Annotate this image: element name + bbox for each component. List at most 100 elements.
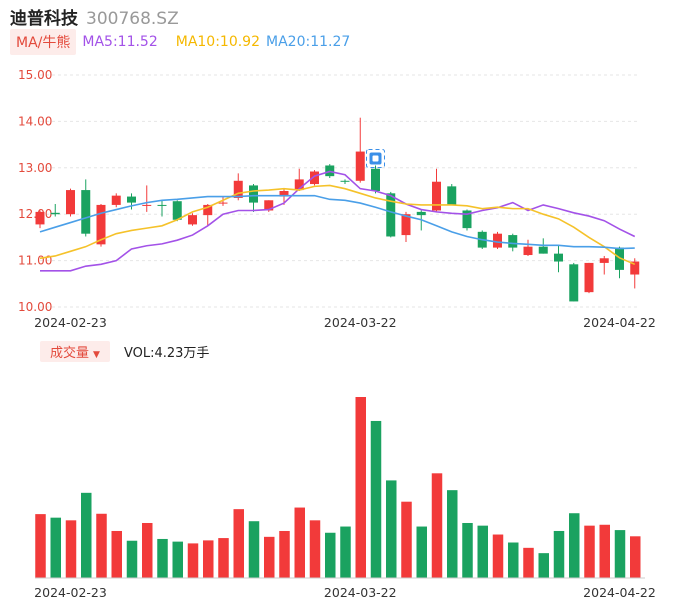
candle-body <box>508 235 518 248</box>
x-tick-label: 2024-02-23 <box>34 315 107 330</box>
volume-bar <box>218 538 229 578</box>
volume-bar <box>370 420 382 578</box>
volume-bar <box>294 507 305 578</box>
candle-body <box>538 246 548 254</box>
y-tick-label: 12.00 <box>18 207 52 221</box>
ma-legend: MA/牛熊 MA5:11.52 MA10:10.92 MA20:11.27 <box>10 29 351 55</box>
volume-value: VOL:4.23万手 <box>123 345 210 361</box>
candle-body <box>615 247 624 270</box>
volume-bar <box>477 525 488 578</box>
caret-down-icon: ▼ <box>93 349 100 360</box>
candle-body <box>218 202 228 204</box>
y-tick-label: 11.00 <box>18 254 52 268</box>
volume-legend: 成交量 ▼ VOL:4.23万手 <box>40 340 210 362</box>
candle-body <box>188 215 197 225</box>
volume-x-tick-label: 2024-02-23 <box>34 585 107 600</box>
volume-bar <box>431 473 443 578</box>
ma5-line <box>40 170 636 272</box>
volume-bar <box>523 547 534 578</box>
volume-bar <box>325 532 336 578</box>
candle-body <box>172 201 182 220</box>
candle-body <box>127 196 136 203</box>
candle-body <box>523 246 533 256</box>
candle-body <box>630 261 640 275</box>
ma20-value: MA20:11.27 <box>266 34 351 50</box>
volume-bar <box>569 513 580 578</box>
candle-body <box>157 204 167 206</box>
candle-body <box>294 179 304 191</box>
candle-body <box>81 190 91 234</box>
candle-body <box>233 180 243 198</box>
candle-body <box>50 212 60 215</box>
candle-body <box>66 190 75 215</box>
candle-body <box>355 151 365 181</box>
volume-bar <box>96 513 107 578</box>
candle-body <box>554 253 563 262</box>
ma20-line <box>39 194 635 250</box>
candle-body <box>371 168 380 191</box>
volume-bar <box>538 553 549 578</box>
candle-body <box>111 195 121 205</box>
candle-body <box>264 200 274 211</box>
marker-inner <box>372 155 379 162</box>
volume-bar <box>248 521 260 578</box>
highlight-marker-frame <box>366 149 385 169</box>
volume-bar <box>50 517 61 578</box>
volume-bar <box>599 524 610 578</box>
volume-bar <box>630 536 641 578</box>
volume-bar <box>81 492 92 578</box>
volume-bar <box>355 397 366 578</box>
volume-bar <box>386 480 397 578</box>
candle-body <box>493 233 502 248</box>
y-tick-label: 10.00 <box>18 300 52 314</box>
y-tick-label: 15.00 <box>18 68 52 82</box>
candle-body <box>447 186 457 205</box>
y-tick-label: 13.00 <box>18 161 52 175</box>
volume-bar <box>508 542 519 578</box>
volume-bar <box>111 530 122 578</box>
stock-header: 迪普科技 300768.SZ <box>10 4 179 29</box>
volume-bar <box>126 540 138 578</box>
candle-body <box>249 185 258 203</box>
candle-body <box>310 171 319 185</box>
candle-body <box>416 211 426 216</box>
candle-body <box>599 258 609 263</box>
candle-body <box>142 204 152 206</box>
volume-bar <box>416 526 427 578</box>
volume-bar <box>309 520 321 578</box>
ma10-line <box>39 184 636 266</box>
candle-body <box>401 214 411 236</box>
volume-bar <box>401 501 412 578</box>
volume-x-tick-label: 2024-03-22 <box>324 585 397 600</box>
candle-body <box>462 210 472 229</box>
volume-bar <box>447 490 458 578</box>
candle-body <box>279 191 289 197</box>
stock-name: 迪普科技 <box>10 9 78 29</box>
candle-body <box>432 181 441 211</box>
volume-bar <box>233 509 244 578</box>
volume-bar <box>553 530 565 578</box>
volume-indicator-tag[interactable]: 成交量 ▼ <box>40 340 110 362</box>
volume-bar <box>584 525 595 578</box>
candle-body <box>203 204 213 216</box>
x-tick-label: 2024-04-22 <box>583 315 656 330</box>
volume-bar <box>203 540 214 578</box>
ma5-value: MA5:11.52 <box>82 34 158 50</box>
candle-body <box>386 193 396 237</box>
candle-body <box>35 211 45 225</box>
volume-x-tick-label: 2024-04-22 <box>583 585 656 600</box>
volume-bar <box>279 530 290 578</box>
candle-body <box>340 180 350 182</box>
volume-bar <box>614 530 626 578</box>
y-tick-label: 14.00 <box>18 114 52 128</box>
volume-bar <box>65 520 77 578</box>
volume-bar <box>172 541 183 578</box>
candle-body <box>569 264 579 302</box>
candle-body <box>584 262 594 293</box>
ma-indicator-tag[interactable]: MA/牛熊 <box>10 29 77 55</box>
volume-bar <box>264 536 275 578</box>
x-tick-label: 2024-03-22 <box>324 315 397 330</box>
volume-tag-label: 成交量 <box>50 345 90 361</box>
volume-bar <box>35 514 46 578</box>
